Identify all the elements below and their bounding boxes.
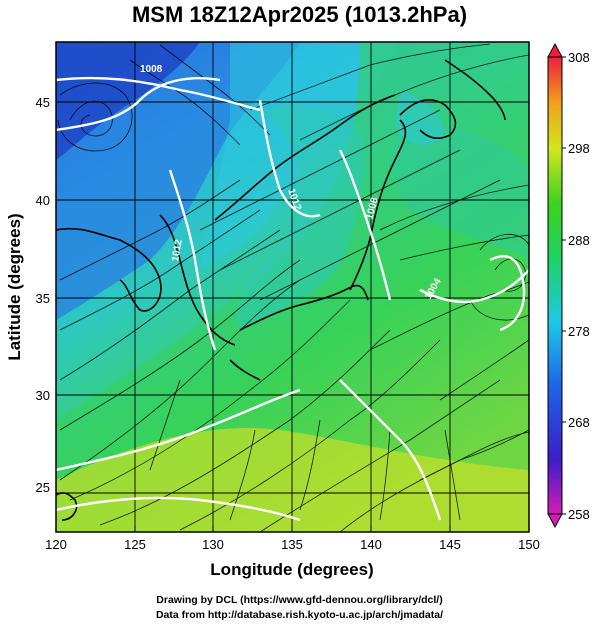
y-tick-label: 35 — [36, 291, 50, 306]
colorbar-bottom-arrow — [547, 513, 563, 529]
y-axis-label: Latitude (degrees) — [5, 213, 24, 360]
x-tick-label: 125 — [124, 537, 146, 552]
credit-drawing: Drawing by DCL (https://www.gfd-dennou.o… — [156, 594, 443, 606]
lat-lon-grid — [56, 42, 529, 532]
temperature-field: 1008 1012 1012 1008 1004 — [56, 42, 529, 532]
wind-streamlines — [57, 43, 529, 532]
x-axis-label: Longitude (degrees) — [210, 560, 373, 579]
x-tick-label: 120 — [45, 537, 67, 552]
x-tick-label: 130 — [202, 537, 224, 552]
isobar-label: 1008 — [140, 64, 163, 75]
x-tick-label: 135 — [281, 537, 303, 552]
x-tick-label: 150 — [518, 537, 540, 552]
coastlines — [56, 59, 506, 521]
colorbar-tick-label: 258 — [568, 507, 590, 522]
x-tick-label: 145 — [439, 537, 461, 552]
axis-ticks — [55, 101, 530, 532]
colorbar-top-arrow — [547, 42, 563, 58]
x-tick-label: 140 — [360, 537, 382, 552]
map-title: MSM 18Z12Apr2025 (1013.2hPa) — [131, 2, 468, 27]
colorbar-scale — [547, 56, 563, 515]
isobars — [56, 76, 529, 522]
colorbar-tick-label: 308 — [568, 50, 590, 65]
credit-data: Data from http://database.rish.kyoto-u.a… — [155, 609, 444, 621]
colorbar-tick-label: 268 — [568, 415, 590, 430]
colorbar-tick-label: 288 — [568, 233, 590, 248]
isobar-label: 1012 — [170, 238, 185, 262]
y-tick-label: 25 — [36, 480, 50, 495]
colorbar-tick-label: 278 — [568, 324, 590, 339]
y-tick-label: 40 — [36, 193, 50, 208]
colorbar-tick-label: 298 — [568, 141, 590, 156]
y-tick-label: 45 — [36, 95, 50, 110]
colorbar: 308 298 288 278 268 258 — [547, 42, 590, 529]
y-tick-label: 30 — [36, 388, 50, 403]
